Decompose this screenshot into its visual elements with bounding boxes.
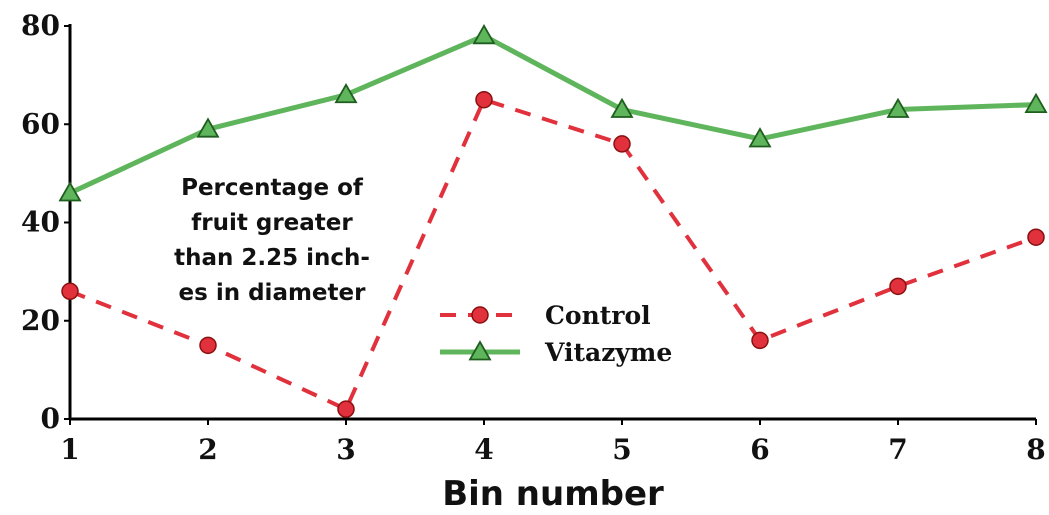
data-point-vitazyme	[886, 97, 910, 118]
data-point-control	[751, 331, 769, 350]
legend-marker	[468, 340, 492, 361]
data-point-vitazyme	[196, 117, 220, 138]
annotation-line: Percentage of	[181, 175, 364, 201]
annotation-line: than 2.25 inch-	[174, 245, 370, 271]
series-vitazyme	[58, 24, 1048, 202]
legend-label: Control	[545, 301, 651, 330]
x-tick-label: 2	[198, 433, 217, 466]
series-control	[61, 90, 1045, 418]
legend-marker	[471, 306, 489, 324]
x-tick-label: 5	[612, 433, 631, 466]
series-line-control	[69, 97, 1037, 412]
x-tick-label: 1	[60, 433, 79, 466]
x-tick-label: 8	[1026, 433, 1045, 466]
data-point-vitazyme	[472, 24, 496, 45]
y-tick-label: 40	[21, 206, 60, 239]
series-group	[58, 24, 1048, 418]
y-tick-label: 80	[21, 9, 60, 42]
series-line-vitazyme	[68, 33, 1037, 196]
x-tick-label: 4	[474, 433, 493, 466]
data-point-control	[199, 336, 217, 355]
legend-label: Vitazyme	[544, 338, 672, 367]
data-point-vitazyme	[610, 97, 634, 118]
annotation-line: fruit greater	[191, 210, 353, 236]
y-tick-label: 60	[21, 107, 60, 140]
data-point-control	[613, 135, 631, 153]
annotation-block: Percentage of fruit greater than 2.25 inch…	[174, 175, 370, 306]
x-axis-title: Bin number	[442, 474, 664, 514]
data-point-vitazyme	[748, 127, 772, 148]
y-tick-label: 0	[41, 402, 60, 435]
data-point-vitazyme	[58, 181, 82, 202]
data-point-vitazyme	[334, 82, 358, 104]
data-point-vitazyme	[1024, 92, 1048, 113]
x-tick-label: 7	[888, 433, 907, 466]
data-point-control	[1027, 228, 1045, 246]
data-point-control	[475, 90, 493, 109]
annotation-line: es in diameter	[179, 280, 367, 306]
x-tick-label: 3	[336, 433, 355, 466]
data-point-control	[889, 277, 907, 296]
y-tick-label: 20	[21, 304, 60, 337]
x-tick-label: 6	[750, 433, 769, 466]
data-point-control	[337, 400, 355, 418]
data-point-control	[61, 282, 79, 301]
legend: Control Vitazyme	[440, 301, 672, 367]
axes: 0 20 40 60 80 1 2 3 4 5 6 7 8 Bin number	[21, 9, 1046, 514]
